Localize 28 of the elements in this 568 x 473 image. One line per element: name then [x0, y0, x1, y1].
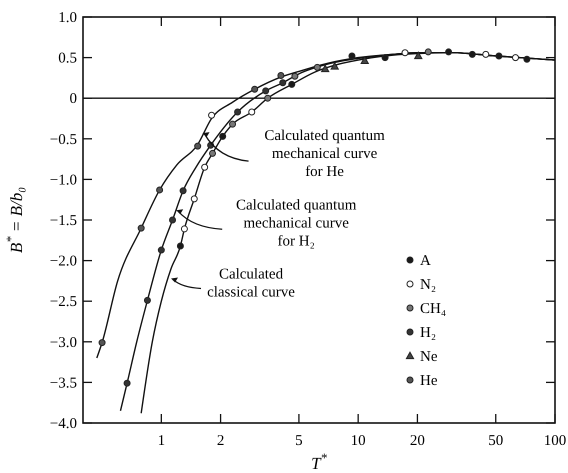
- annotation: Calculated classical curve: [207, 266, 296, 300]
- y-tick-label: −2.5: [50, 294, 77, 310]
- y-tick-label: 1.0: [58, 10, 77, 26]
- annotation: Calculated quantum mechanical curve for H₂: [236, 197, 357, 250]
- x-tick-label: 20: [410, 433, 425, 449]
- legend-label: Ne: [420, 349, 438, 365]
- legend-label: N₂: [420, 277, 436, 293]
- y-tick-label: −3.5: [50, 375, 77, 392]
- y-tick-label: 0: [70, 91, 77, 108]
- legend-label: He: [420, 373, 438, 389]
- annotation: Calculated quantum mechanical curve for He: [264, 128, 386, 180]
- legend-label: A: [420, 253, 431, 269]
- legend-label: CH₄: [420, 301, 446, 317]
- x-tick-label: 100: [544, 433, 566, 449]
- x-tick-label: 5: [295, 433, 303, 449]
- y-tick-label: −2.0: [50, 254, 77, 270]
- y-tick-label: −4.0: [50, 416, 77, 432]
- y-tick-label: −1.0: [50, 172, 77, 188]
- x-tick-label: 2: [216, 433, 224, 449]
- y-tick-label: 0.5: [58, 50, 77, 67]
- x-tick-label: 10: [350, 433, 366, 449]
- y-tick-label: −1.5: [50, 213, 77, 229]
- x-tick-label: 50: [488, 433, 504, 449]
- x-tick-label: 1: [158, 433, 166, 449]
- y-tick-label: −0.5: [50, 132, 77, 148]
- legend-label: H₂: [420, 325, 436, 341]
- x-axis-title: T$^{*}$: [311, 451, 328, 473]
- y-tick-label: −3.0: [50, 334, 77, 351]
